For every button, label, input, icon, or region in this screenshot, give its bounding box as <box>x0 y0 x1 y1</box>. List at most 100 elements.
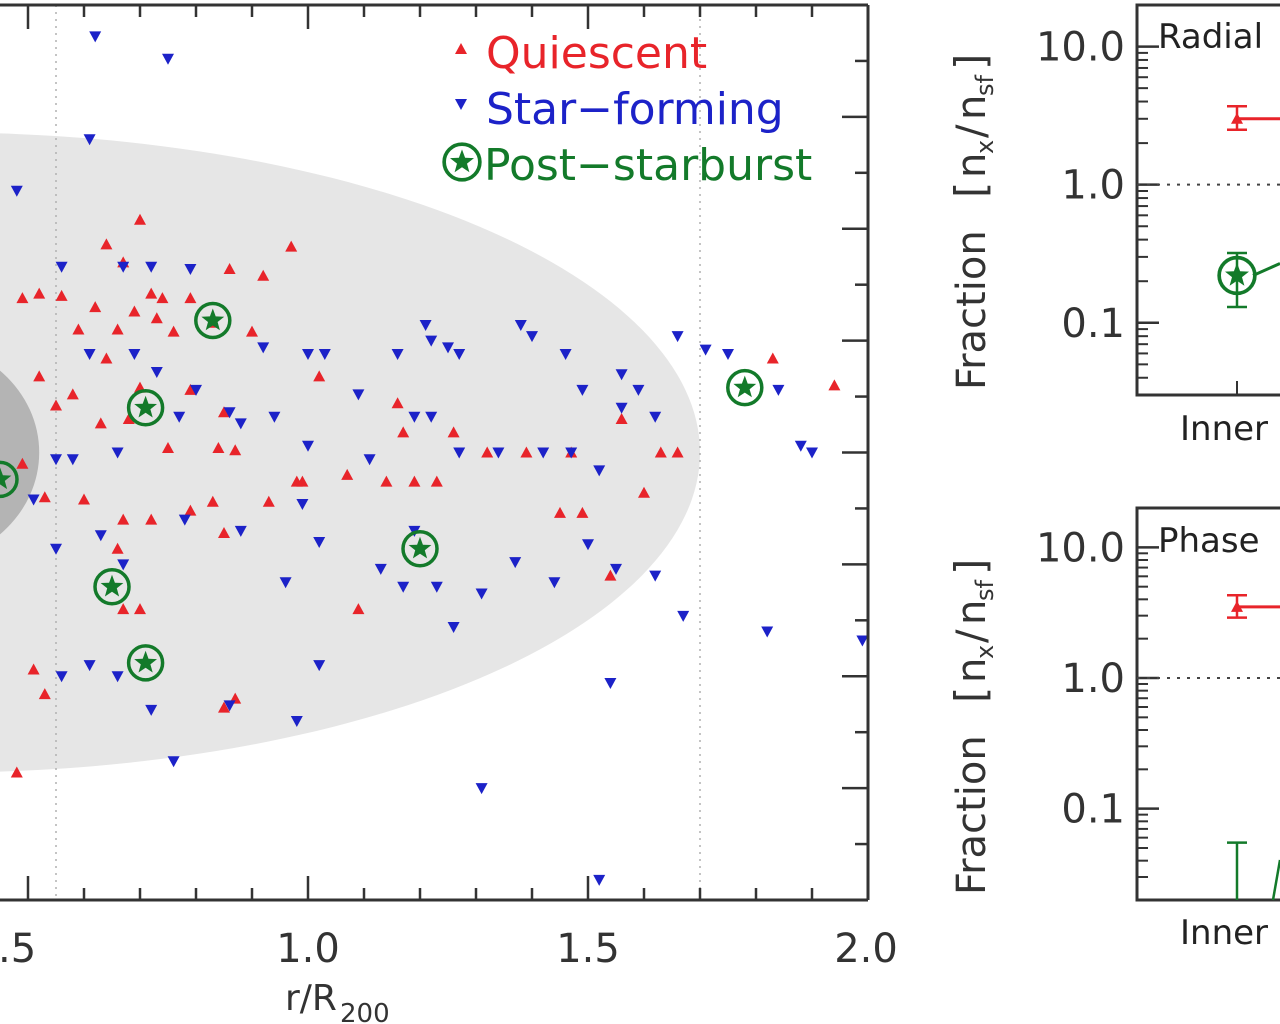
point-star-forming <box>55 671 68 683</box>
point-star-forming <box>576 384 589 396</box>
phase-x-tick-inner: Inner <box>1180 913 1268 953</box>
radial-ylabel-bracket-close: ] <box>946 54 995 70</box>
point-quiescent <box>128 305 141 317</box>
point-star-forming <box>234 525 247 537</box>
phase-ylabel-den-sub: sf <box>971 579 999 601</box>
point-star-forming <box>526 331 538 343</box>
point-star-forming <box>509 557 522 569</box>
point-star-forming <box>318 349 331 361</box>
point-star-forming <box>234 418 247 430</box>
point-quiescent <box>766 352 779 364</box>
point-star-forming <box>184 264 197 276</box>
radial-y-axis-label: Fraction [ n x / n sf ] <box>946 54 999 390</box>
point-quiescent <box>122 412 135 424</box>
x-tick-label: .5 <box>0 926 36 972</box>
point-quiescent <box>380 475 393 487</box>
y-tick-label: 1.0 <box>1061 163 1125 209</box>
point-quiescent <box>66 388 79 400</box>
point-star-forming <box>419 319 432 331</box>
point-star-forming <box>290 716 303 727</box>
point-quiescent <box>654 446 667 458</box>
point-star-forming <box>257 342 270 354</box>
phase-ylabel-slash: / <box>949 629 995 643</box>
point-star-forming <box>447 622 460 634</box>
point-quiescent <box>481 446 494 458</box>
point-quiescent <box>262 495 275 507</box>
point-star-forming <box>856 635 868 647</box>
point-star-forming <box>593 874 606 886</box>
phase-y-axis-label: Fraction [ n x / n sf ] <box>946 559 999 895</box>
marker-ring <box>726 368 764 407</box>
phase-ylabel-bracket-close: ] <box>946 559 995 575</box>
point-star-forming <box>10 185 23 197</box>
point-star-forming <box>313 660 326 672</box>
phase-y-ticks: 10.0 1.0 0.1 <box>1036 507 1159 901</box>
point-post-starburst <box>726 368 764 407</box>
radial-fraction-panel: Radial Fraction [ n x / n sf ] 10.0 1.0 0.… <box>946 3 1280 449</box>
point-star-forming <box>89 31 102 43</box>
point-star-forming <box>442 342 454 354</box>
point-star-forming <box>514 319 527 331</box>
phase-data <box>1137 593 1280 901</box>
point-star-forming <box>548 577 561 589</box>
point-quiescent <box>55 289 68 301</box>
point-star-forming <box>66 454 79 466</box>
point-star-forming <box>178 514 191 526</box>
point-star-forming <box>671 331 684 343</box>
x-axis-label-main: r/R <box>285 978 337 1019</box>
point-quiescent <box>94 417 107 429</box>
point-star-forming <box>302 349 314 361</box>
point-quiescent <box>78 493 90 505</box>
point-quiescent <box>296 475 309 487</box>
point-quiescent <box>38 688 51 700</box>
point-star-forming <box>453 447 466 459</box>
phase-fraction-panel: Phase Fraction [ n x / n sf ] 10.0 1.0 0.1… <box>946 506 1280 953</box>
shaded-region-outer <box>0 133 700 772</box>
point-quiescent <box>117 603 130 615</box>
point-star-forming <box>83 660 96 672</box>
radial-ylabel-word: Fraction <box>949 230 995 390</box>
point-quiescent <box>162 442 174 454</box>
point-star-forming <box>313 537 326 548</box>
legend-label-post-starburst: Post−starburst <box>484 140 812 191</box>
point-quiescent <box>184 504 197 516</box>
point-star-forming <box>537 447 550 459</box>
point-star-forming <box>167 756 180 768</box>
point-quiescent <box>111 323 124 335</box>
point-star-forming <box>615 402 628 414</box>
marker-ring <box>93 568 131 606</box>
radial-ylabel-num-sub: x <box>971 140 999 154</box>
radial-ylabel-den: n <box>949 95 995 120</box>
marker-star-icon <box>733 375 757 398</box>
phase-panel-title: Phase <box>1158 521 1260 561</box>
point-star-forming <box>27 494 40 506</box>
legend-marker-quiescent <box>455 43 467 54</box>
point-star-forming <box>268 411 281 423</box>
point-star-forming <box>806 447 818 459</box>
x-tick-label: 1.5 <box>556 926 620 972</box>
point-star-forming <box>391 349 404 361</box>
legend-marker-star-forming <box>455 99 467 110</box>
phase-panel-frame <box>1135 506 1280 902</box>
point-post-starburst <box>126 389 165 427</box>
marker-ring <box>126 389 165 427</box>
point-star-forming <box>223 407 236 419</box>
point-quiescent <box>576 506 589 518</box>
point-quiescent <box>397 426 410 438</box>
legend-item-quiescent: Quiescent <box>455 28 707 79</box>
point-star-forming <box>722 349 734 361</box>
phase-ylabel-num: n <box>949 658 995 683</box>
phase-ylabel-num-sub: x <box>971 645 999 659</box>
point-star-forming <box>190 384 202 396</box>
y-tick-label: 10.0 <box>1036 525 1125 571</box>
x-axis-label-sub: 200 <box>340 999 390 1024</box>
point-star-forming <box>604 677 617 689</box>
point-quiescent <box>134 603 146 615</box>
radial-x-tick-inner: Inner <box>1180 409 1268 449</box>
radial-ylabel-den-sub: sf <box>971 74 999 96</box>
phase-ylabel-word: Fraction <box>949 735 995 895</box>
point-post-starburst <box>126 644 165 682</box>
point-quiescent <box>150 312 163 324</box>
phase-ylabel-den: n <box>949 600 995 625</box>
radial-ylabel-slash: / <box>949 124 995 138</box>
